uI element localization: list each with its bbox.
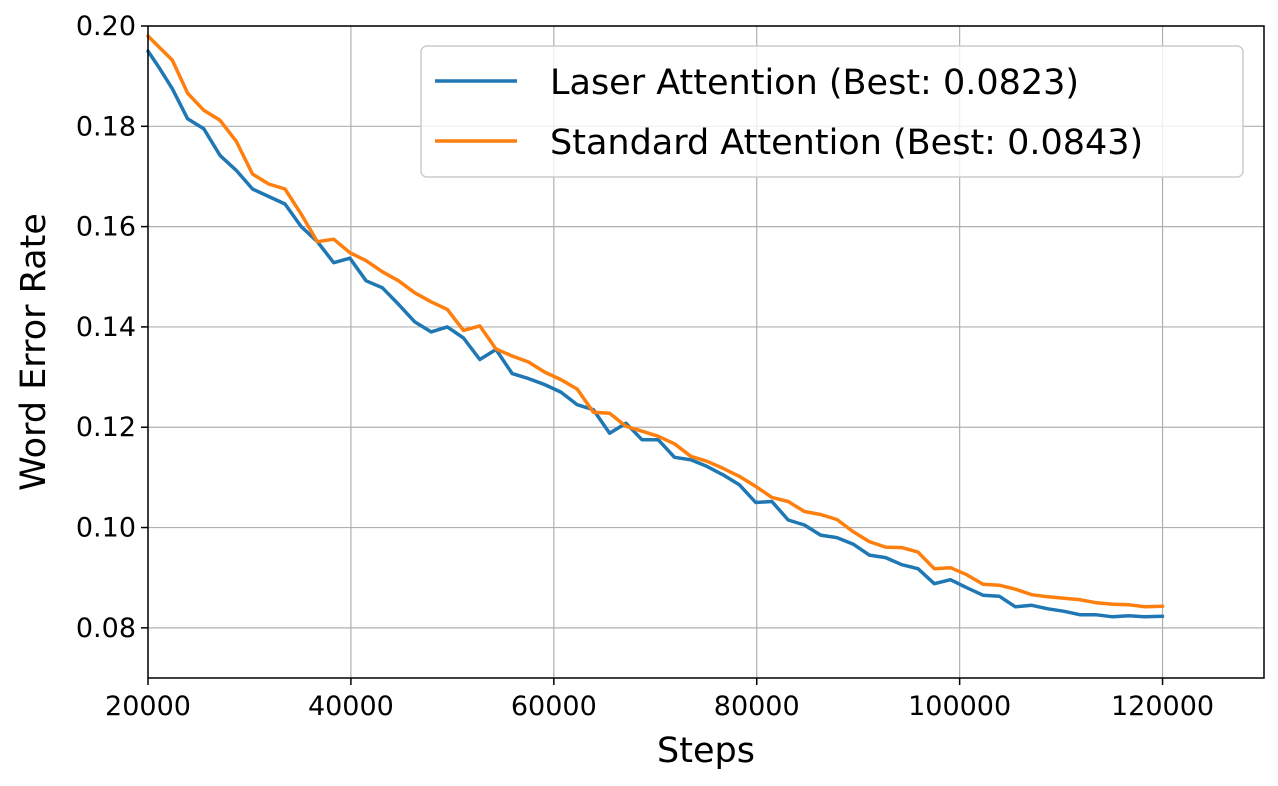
x-tick-label: 40000 — [308, 691, 394, 722]
y-tick-label: 0.18 — [76, 111, 136, 142]
legend-box — [420, 45, 1244, 178]
series-line-standard-attention — [146, 34, 1165, 609]
legend: Laser Attention (Best: 0.0823) Standard A… — [420, 45, 1244, 178]
legend-entry-label: Laser Attention (Best: 0.0823) — [550, 63, 1079, 103]
y-axis-label: Word Error Rate — [14, 213, 54, 491]
axes-frame — [147, 25, 1265, 679]
y-tick-label: 0.10 — [76, 513, 136, 544]
axis-ticks: 20000 40000 60000 80000 100000 120000 0.08 0.10… — [76, 11, 1214, 722]
legend-entry-label: Standard Attention (Best: 0.0843) — [550, 123, 1143, 163]
y-tick-label: 0.16 — [76, 212, 136, 243]
y-tick-label: 0.08 — [76, 613, 136, 644]
y-tick-label: 0.12 — [76, 412, 136, 443]
x-tick-label: 60000 — [511, 691, 597, 722]
x-tick-label: 100000 — [908, 691, 1011, 722]
y-tick-label: 0.20 — [76, 11, 136, 42]
series-lines — [146, 34, 1165, 619]
x-tick-label: 120000 — [1111, 691, 1214, 722]
x-tick-label: 20000 — [105, 691, 191, 722]
y-tick-label: 0.14 — [76, 312, 136, 343]
x-tick-label: 80000 — [714, 691, 800, 722]
x-axis-label: Steps — [657, 731, 755, 771]
series-line-laser-attention — [146, 49, 1165, 619]
